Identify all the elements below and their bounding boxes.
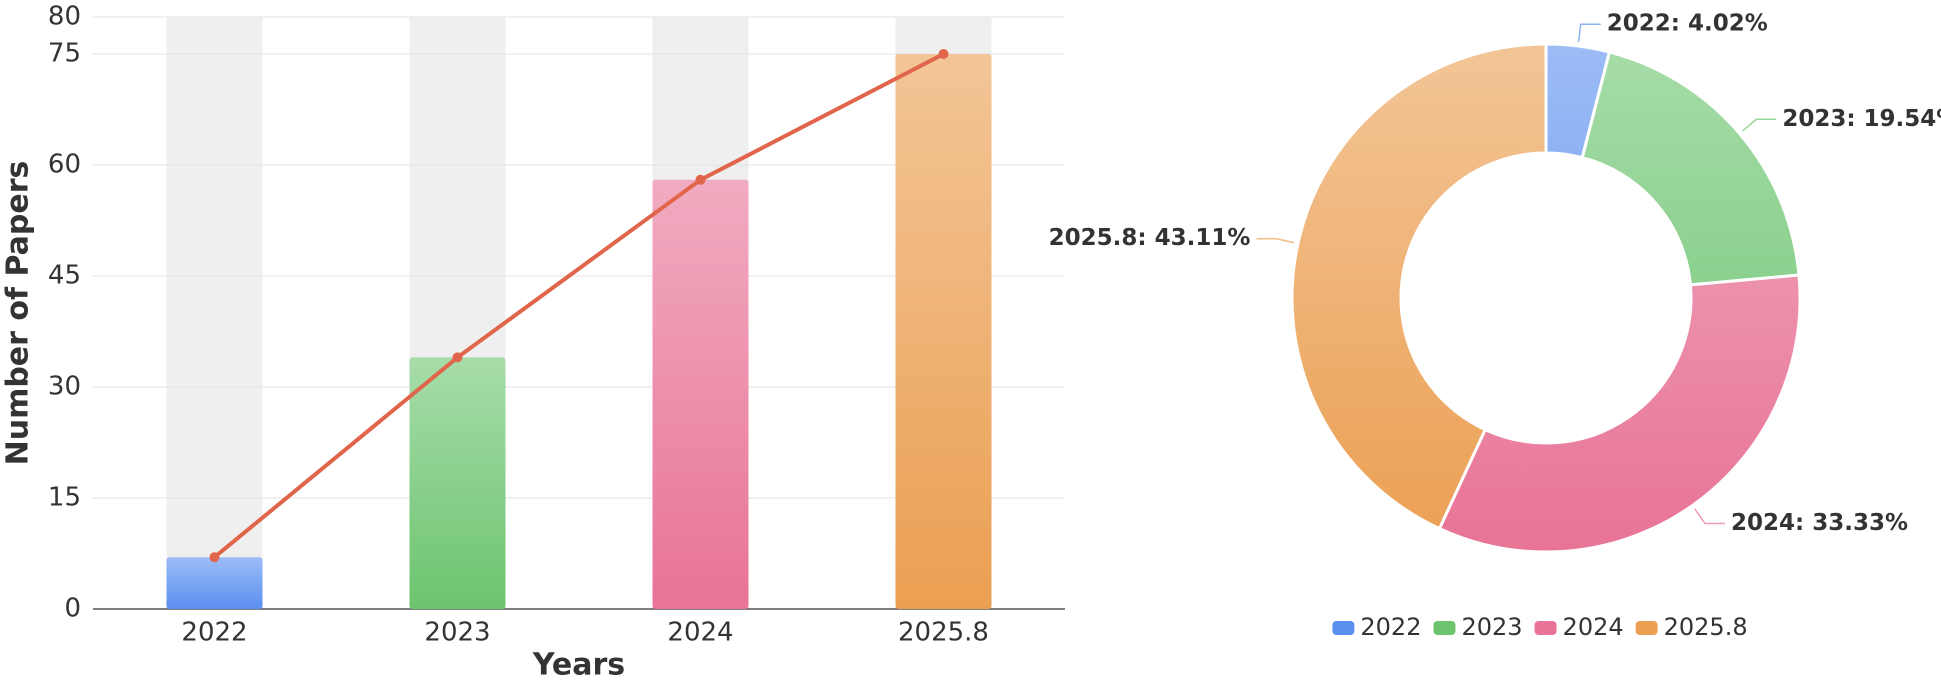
bar-background (166, 17, 263, 609)
legend-swatch (1635, 621, 1658, 635)
bar (895, 54, 992, 609)
y-tick-label: 80 (48, 2, 81, 32)
slice-label: 2025.8: 43.11% (1049, 225, 1251, 251)
x-tick-label: 2025.8 (898, 618, 989, 648)
x-tick-label: 2023 (424, 618, 490, 648)
leader-line (1256, 237, 1295, 244)
leader-line (1742, 118, 1777, 132)
slice-label: 2022: 4.02% (1607, 11, 1768, 37)
bar (166, 557, 263, 609)
donut-slice (1290, 42, 1548, 531)
trend-point (695, 174, 706, 185)
x-tick-label: 2022 (181, 618, 247, 648)
legend-swatch (1534, 621, 1557, 635)
y-tick-label: 75 (48, 39, 81, 69)
bar (652, 179, 749, 610)
trend-point (938, 49, 949, 59)
donut-slice (1580, 50, 1801, 287)
y-tick-label: 0 (64, 594, 81, 624)
x-axis-title: Years (532, 648, 625, 682)
y-tick-label: 45 (48, 261, 81, 291)
slice-label: 2023: 19.54% (1782, 106, 1941, 132)
donut-slice (1437, 273, 1802, 554)
trend-line (213, 52, 945, 559)
y-tick-label: 60 (48, 150, 81, 180)
leader-line (1577, 23, 1601, 43)
y-tick-label: 30 (48, 372, 81, 402)
legend-label: 2023 (1461, 613, 1522, 641)
trend-point (209, 552, 220, 563)
legend-item: 2023 (1433, 613, 1523, 641)
legend-label: 2024 (1563, 613, 1624, 641)
legend-swatch (1332, 621, 1355, 635)
legend-label: 2022 (1360, 613, 1421, 641)
bar (409, 357, 506, 609)
y-tick-label: 15 (48, 483, 81, 513)
y-axis-title: Number of Papers (1, 161, 36, 466)
legend-item: 2024 (1534, 613, 1624, 641)
x-tick-label: 2024 (667, 618, 733, 648)
slice-label: 2024: 33.33% (1731, 510, 1908, 536)
trend-point (452, 352, 463, 363)
legend-label: 2025.8 (1664, 613, 1748, 641)
legend-item: 2025.8 (1635, 613, 1748, 641)
legend-swatch (1433, 621, 1456, 635)
legend-item: 2022 (1332, 613, 1421, 641)
leader-line (1694, 508, 1726, 525)
